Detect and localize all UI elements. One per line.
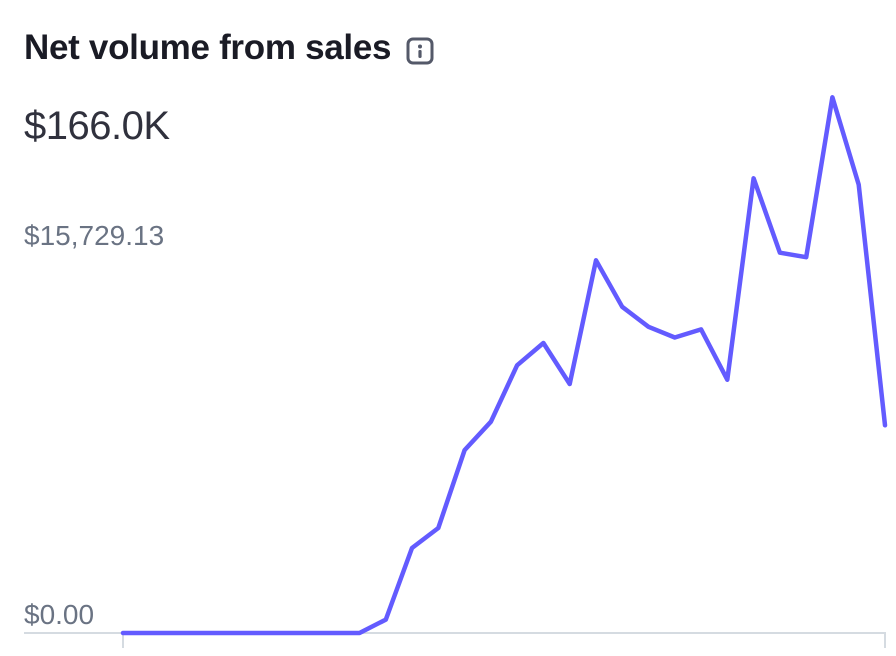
data-point[interactable]: [774, 247, 786, 259]
data-point[interactable]: [537, 337, 549, 349]
data-point[interactable]: [616, 301, 628, 313]
total-amount: $166.0K: [24, 104, 170, 148]
data-point[interactable]: [380, 614, 392, 626]
data-point[interactable]: [564, 378, 576, 390]
data-point[interactable]: [432, 522, 444, 534]
data-point[interactable]: [511, 359, 523, 371]
data-point[interactable]: [117, 627, 129, 639]
data-point[interactable]: [590, 254, 602, 266]
data-point[interactable]: [695, 323, 707, 335]
data-point[interactable]: [485, 416, 497, 428]
chart-title: Net volume from sales: [24, 28, 392, 67]
data-point[interactable]: [248, 627, 260, 639]
data-point[interactable]: [196, 627, 208, 639]
data-point[interactable]: [301, 627, 313, 639]
data-point[interactable]: [879, 419, 891, 431]
data-point[interactable]: [354, 627, 366, 639]
series-group: [117, 91, 891, 639]
data-point[interactable]: [222, 627, 234, 639]
data-point[interactable]: [800, 251, 812, 263]
data-point[interactable]: [721, 374, 733, 386]
data-point[interactable]: [643, 321, 655, 333]
card-header: Net volume from sales: [24, 28, 435, 68]
data-point[interactable]: [143, 627, 155, 639]
series-line: [120, 95, 888, 636]
y-tick-label-max: $15,729.13: [24, 220, 164, 251]
data-point[interactable]: [748, 172, 760, 184]
info-icon[interactable]: [405, 36, 435, 66]
data-point[interactable]: [826, 91, 838, 103]
data-point[interactable]: [327, 627, 339, 639]
data-point[interactable]: [275, 627, 287, 639]
y-tick-label-min: $0.00: [24, 599, 94, 630]
data-point[interactable]: [669, 332, 681, 344]
data-point[interactable]: [853, 179, 865, 191]
data-point[interactable]: [406, 542, 418, 554]
data-point[interactable]: [459, 444, 471, 456]
data-point[interactable]: [170, 627, 182, 639]
